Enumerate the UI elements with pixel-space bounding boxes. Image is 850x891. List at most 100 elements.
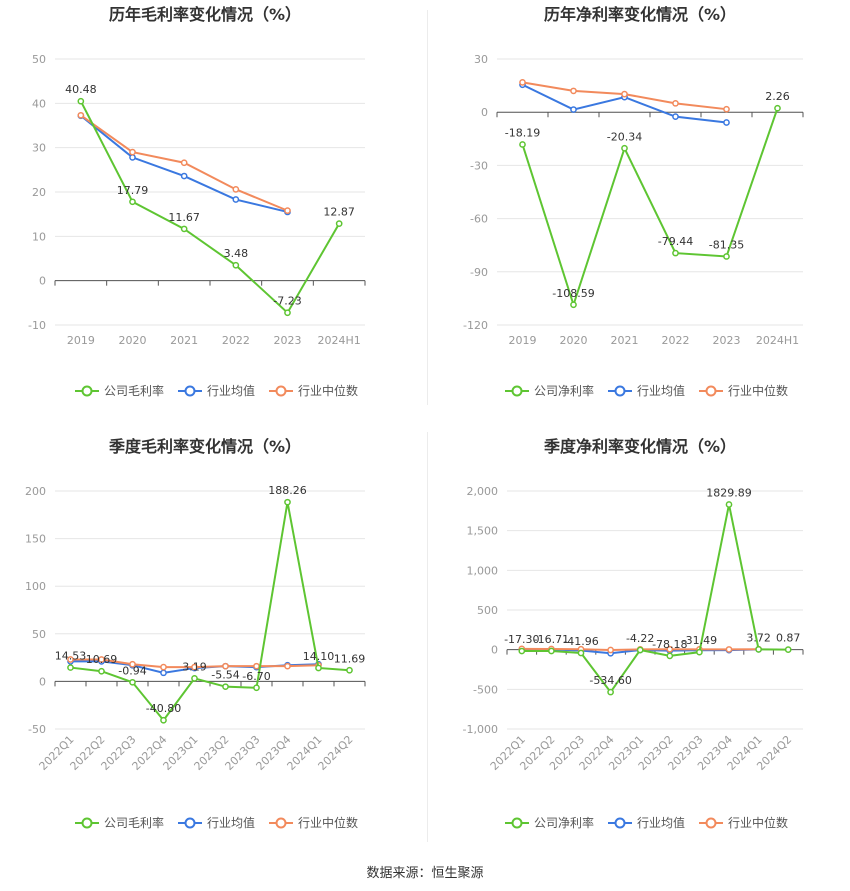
legend-label: 行业中位数 [298,815,358,830]
series-line-company [521,504,789,694]
x-tick-label: 2019 [509,334,537,347]
data-point-avg [160,669,167,677]
y-tick-label: 0 [481,106,488,119]
data-point-avg [129,154,136,161]
legend-item-company[interactable]: 公司净利率 [505,383,594,398]
legend-marker [614,817,626,829]
y-tick-label: -50 [28,723,46,736]
x-tick-label: 2021 [611,334,639,347]
data-point-median [67,656,74,663]
y-tick-label: 30 [32,142,46,155]
legend-marker [511,817,523,829]
data-label: 188.26 [268,484,307,497]
data-point-company [77,97,85,105]
legend-marker [705,385,717,397]
data-point-company [518,647,526,655]
data-label: -16.71 [534,633,569,646]
chart-title: 历年净利率变化情况（%） [544,5,736,24]
y-tick-label: 10 [32,230,46,243]
data-label: -0.94 [118,664,146,677]
legend-marker [81,385,93,397]
data-point-median [284,207,291,214]
legend-item-avg[interactable]: 行业均值 [178,383,255,398]
data-point-company [335,220,343,227]
data-label: -6.70 [242,670,270,683]
data-label: -79.44 [658,235,693,248]
x-tick-label: 2020 [560,334,588,347]
legend-item-company[interactable]: 公司毛利率 [75,815,164,830]
x-tick-label: 2024H1 [318,334,361,347]
data-label: -5.54 [211,669,239,682]
legend-item-company[interactable]: 公司净利率 [505,815,594,830]
data-point-company [570,301,577,309]
data-point-median [98,656,105,663]
y-tick-label: -90 [470,266,488,279]
data-point-company [784,646,792,653]
data-point-company [129,678,136,686]
legend-label: 行业中位数 [298,383,358,398]
legend-label: 公司净利率 [534,383,594,398]
data-point-median [284,662,291,670]
data-label: 11.67 [168,211,200,224]
x-tick-label: 2020 [119,334,147,347]
data-point-company [577,649,585,657]
chart-title: 季度净利率变化情况（%） [543,437,736,456]
chart-annual-gross-margin: 历年毛利率变化情况（%） 50 40 30 20 10 0 -10 2019 2020 2021 20… [28,5,366,398]
data-point-company [607,688,614,696]
data-point-avg [180,172,188,180]
data-label: 14.10 [303,650,335,663]
data-label: 11.69 [334,652,366,665]
data-point-median [725,646,733,653]
data-point-median [129,148,136,156]
y-tick-label: 500 [477,604,498,617]
y-tick-label: 200 [25,485,46,498]
legend-item-median[interactable]: 行业中位数 [269,383,358,398]
data-point-company [636,646,644,654]
x-tick-label: 2022 [662,334,690,347]
data-point-median [232,185,240,193]
y-tick-label: -30 [470,159,488,172]
data-label: 14.53 [55,650,87,663]
data-point-company [232,261,240,269]
y-tick-label: -500 [473,683,498,696]
legend-item-avg[interactable]: 行业均值 [178,815,255,830]
data-label: 3.72 [746,631,771,644]
data-label: -41.96 [563,635,598,648]
y-tick-label: 100 [25,580,46,593]
data-point-avg [672,113,679,120]
data-point-company [129,198,136,206]
data-point-median [129,660,136,668]
data-point-median [621,90,628,98]
legend-item-median[interactable]: 行业中位数 [699,383,788,398]
data-point-company [284,498,291,506]
data-label: 12.87 [323,206,355,219]
data-point-company [696,648,703,656]
legend-item-median[interactable]: 行业中位数 [269,815,358,830]
data-label: 1829.89 [706,486,752,499]
y-tick-label: 50 [32,628,46,641]
data-label: 2.26 [765,90,790,103]
data-point-company [346,666,353,674]
y-tick-label: -10 [28,319,46,332]
x-tick-label: 2024Q2 [316,733,356,773]
chart-annual-net-margin: 历年净利率变化情况（%） 30 0 -30 -60 -90 -120 2019 2020 2021… [463,5,804,398]
data-label: -81.35 [709,238,744,251]
data-point-company [621,144,628,152]
data-point-company [315,664,322,672]
data-label: 3.48 [224,247,249,260]
y-tick-label: 150 [25,533,46,546]
legend-item-median[interactable]: 行业中位数 [699,815,788,830]
series-line-company [521,107,779,309]
data-point-avg [570,106,577,113]
data-point-median [723,105,730,113]
data-point-company [180,225,188,233]
legend-label: 公司毛利率 [104,383,164,398]
data-point-company [723,253,730,260]
data-label: 3.19 [182,660,207,673]
legend-item-avg[interactable]: 行业均值 [608,383,685,398]
legend-item-avg[interactable]: 行业均值 [608,815,685,830]
chart-title: 季度毛利率变化情况（%） [108,437,301,456]
chart-title: 历年毛利率变化情况（%） [109,5,301,24]
legend-item-company[interactable]: 公司毛利率 [75,383,164,398]
data-label: 10.69 [86,653,118,666]
